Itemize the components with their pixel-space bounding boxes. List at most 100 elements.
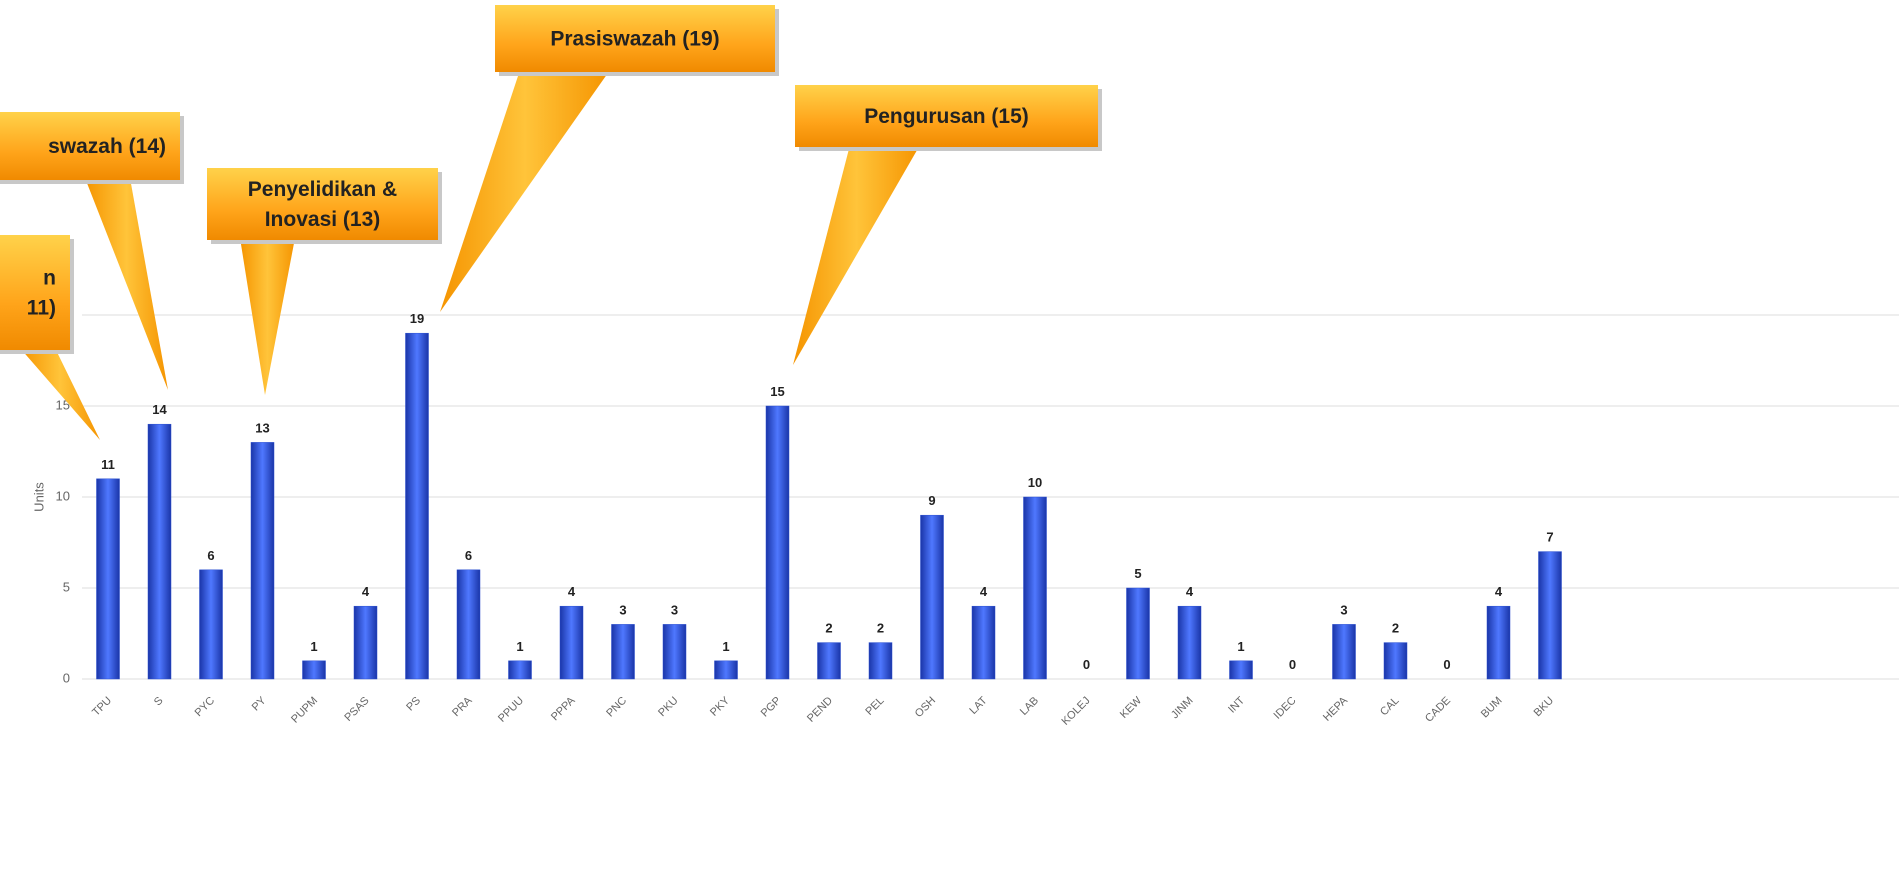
bar xyxy=(559,605,584,680)
x-tick-label: PEND xyxy=(805,695,835,725)
bar xyxy=(1229,660,1253,680)
x-tick-label: LAB xyxy=(1018,695,1041,718)
value-label: 7 xyxy=(1546,530,1553,545)
callout-text: 11) xyxy=(27,297,56,320)
callout-box xyxy=(795,85,1098,147)
callout-pointer xyxy=(240,238,295,395)
value-label: 6 xyxy=(207,548,214,563)
bar xyxy=(714,660,738,680)
y-tick-label: 5 xyxy=(63,579,70,594)
value-label: 15 xyxy=(770,384,784,399)
value-label: 0 xyxy=(1289,657,1296,672)
value-label: 2 xyxy=(1392,621,1399,636)
value-label: 4 xyxy=(568,584,576,599)
value-label: 1 xyxy=(1237,639,1244,654)
x-tick-label: PPUU xyxy=(496,695,526,725)
value-label: 3 xyxy=(619,602,626,617)
bar xyxy=(199,569,223,680)
x-tick-label: TPU xyxy=(90,695,114,719)
value-label: 2 xyxy=(825,621,832,636)
x-tick-label: INT xyxy=(1226,694,1247,715)
bar xyxy=(662,624,687,680)
callout: Pengurusan (15) xyxy=(793,85,1102,365)
value-label: 3 xyxy=(671,602,678,617)
bar xyxy=(1332,624,1356,680)
callout-pointer xyxy=(20,348,100,440)
x-tick-label: CAL xyxy=(1378,695,1402,719)
bar xyxy=(250,442,275,680)
callout-box xyxy=(207,168,438,240)
callout-text: Penyelidikan & xyxy=(248,178,397,201)
callout: n 11) xyxy=(0,235,100,440)
callout: Penyelidikan & Inovasi (13) xyxy=(207,168,442,395)
x-tick-label: IDEC xyxy=(1272,695,1299,722)
x-tick-label: PNC xyxy=(604,695,629,720)
value-label: 4 xyxy=(1495,584,1503,599)
x-tick-label: PYC xyxy=(193,695,218,720)
bar xyxy=(920,514,944,680)
value-label: 3 xyxy=(1340,602,1347,617)
value-label: 2 xyxy=(877,621,884,636)
y-tick-label: 0 xyxy=(63,670,70,685)
callout-text: Prasiswazah (19) xyxy=(550,28,719,51)
x-tick-label: PKY xyxy=(708,694,733,719)
value-label: 14 xyxy=(152,402,167,417)
x-tick-label: PRA xyxy=(450,694,475,719)
callout: swazah (14) xyxy=(0,112,184,390)
callout-box xyxy=(0,235,70,350)
bar xyxy=(1538,551,1562,680)
value-label: 19 xyxy=(410,311,424,326)
y-tick-label: 10 xyxy=(56,488,70,503)
value-label: 4 xyxy=(980,584,988,599)
bar xyxy=(1126,587,1150,680)
bar xyxy=(405,332,429,680)
x-tick-label: PUPM xyxy=(289,695,320,726)
value-label: 13 xyxy=(255,420,269,435)
value-label: 4 xyxy=(1186,584,1194,599)
y-axis-label: Units xyxy=(31,482,46,512)
bar xyxy=(96,478,120,680)
bar xyxy=(1023,496,1047,680)
bar xyxy=(302,660,326,680)
x-tick-label: S xyxy=(152,695,166,709)
bar xyxy=(971,605,996,680)
value-label: 1 xyxy=(516,639,523,654)
bar xyxy=(611,624,635,680)
bar xyxy=(456,569,481,680)
bar xyxy=(147,423,172,680)
callout-pointer xyxy=(440,70,610,312)
callout-text: swazah (14) xyxy=(48,135,166,158)
x-tick-label: LAT xyxy=(967,694,989,716)
bar xyxy=(1486,605,1511,680)
bar xyxy=(353,605,378,680)
callout-text: Pengurusan (15) xyxy=(864,105,1029,128)
x-tick-label: OSH xyxy=(913,695,938,720)
x-tick-label: CADE xyxy=(1423,695,1453,725)
x-tick-label: JINM xyxy=(1169,695,1196,722)
value-label: 5 xyxy=(1134,566,1141,581)
x-tick-label: PSAS xyxy=(342,695,371,724)
bar xyxy=(817,642,841,680)
x-tick-label: PPPA xyxy=(549,694,578,723)
bar xyxy=(508,660,532,680)
x-tick-label: PEL xyxy=(863,695,886,718)
callout-box xyxy=(0,112,180,180)
bar xyxy=(765,405,790,680)
callout: Prasiswazah (19) xyxy=(440,5,779,312)
bar xyxy=(1383,642,1408,680)
x-tick-label: KEW xyxy=(1118,694,1145,721)
x-tick-label: PY xyxy=(250,694,269,713)
value-label: 1 xyxy=(310,639,317,654)
bar xyxy=(868,642,893,680)
value-label: 0 xyxy=(1443,657,1450,672)
x-tick-label: KOLEJ xyxy=(1059,695,1092,728)
callout-text: n xyxy=(43,267,56,290)
callout-box xyxy=(495,5,775,72)
value-label: 11 xyxy=(101,457,115,472)
x-tick-label: BKU xyxy=(1532,695,1557,720)
callout-text: Inovasi (13) xyxy=(265,208,381,231)
callout-pointer xyxy=(85,178,168,390)
x-tick-label: PKU xyxy=(656,695,681,720)
bar xyxy=(1177,605,1202,680)
